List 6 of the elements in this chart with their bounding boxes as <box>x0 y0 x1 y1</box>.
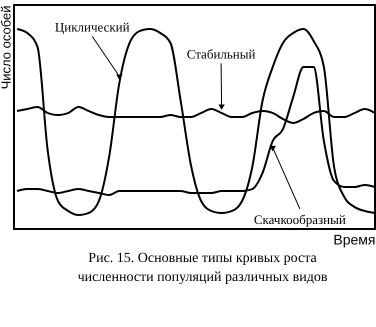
y-axis-title: Число особей <box>0 6 14 90</box>
text: Рис. 15. Основные типы кривых роста численности популяций различных видов <box>78 251 328 285</box>
text: Стабильный <box>186 46 256 62</box>
x-axis-title: Время <box>333 232 376 248</box>
series-label: Циклический <box>54 19 130 34</box>
series-label: Скачкообразный <box>254 212 346 228</box>
